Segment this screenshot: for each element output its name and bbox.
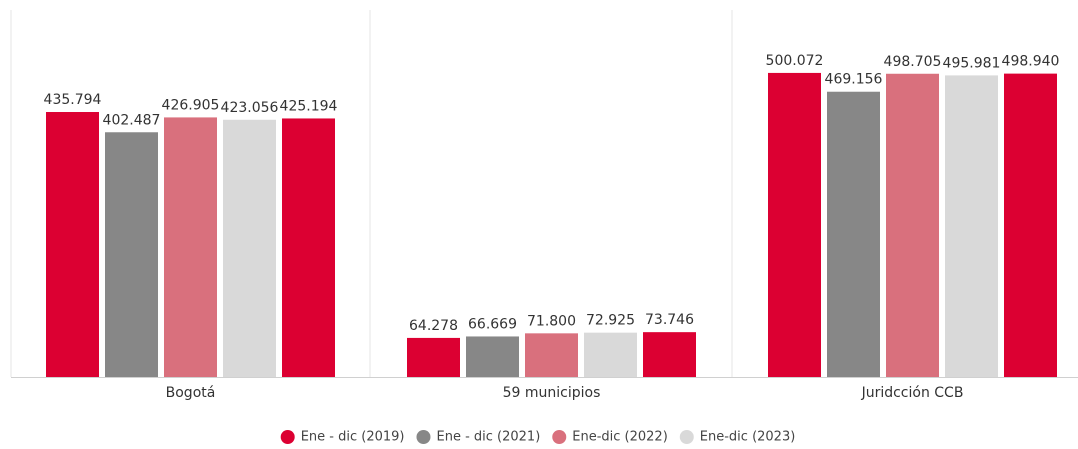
bar [827,91,880,377]
legend-label: Ene - dic (2021) [436,430,540,445]
bar [164,117,217,377]
bar [282,118,335,377]
bar [643,332,696,377]
bar [886,73,939,377]
value-label: 72.925 [586,313,635,329]
bar [945,75,998,377]
bar [46,112,99,378]
bar [584,332,637,377]
bar [1004,73,1057,377]
value-label: 423.056 [221,100,279,116]
bar [768,72,821,378]
bar [223,119,276,377]
value-label: 498.940 [1002,54,1060,70]
bar [466,336,519,377]
legend-marker [552,430,567,444]
legend-label: Ene-dic (2022) [572,430,668,445]
value-label: 66.669 [468,316,517,332]
bar [105,132,158,377]
x-tick-label: 59 municipios [503,385,601,401]
value-label: 425.194 [280,98,338,114]
x-tick-label: Juridcción CCB [861,385,964,401]
value-label: 469.156 [825,72,883,88]
bar [407,337,460,377]
value-label: 73.746 [645,312,694,328]
value-label: 435.794 [44,92,102,108]
legend-marker [280,430,295,444]
bar [525,333,578,377]
value-label: 64.278 [409,318,458,334]
x-tick-label: Bogotá [166,385,216,401]
value-label: 402.487 [103,112,161,128]
legend-label: Ene-dic (2023) [700,430,796,445]
legend-marker [416,430,431,444]
value-label: 495.981 [943,55,1001,71]
value-label: 426.905 [162,97,220,113]
legend-marker [679,430,694,444]
legend-label: Ene - dic (2019) [301,430,405,445]
value-label: 498.705 [884,54,942,70]
value-label: 71.800 [527,313,576,329]
value-label: 500.072 [766,53,824,69]
